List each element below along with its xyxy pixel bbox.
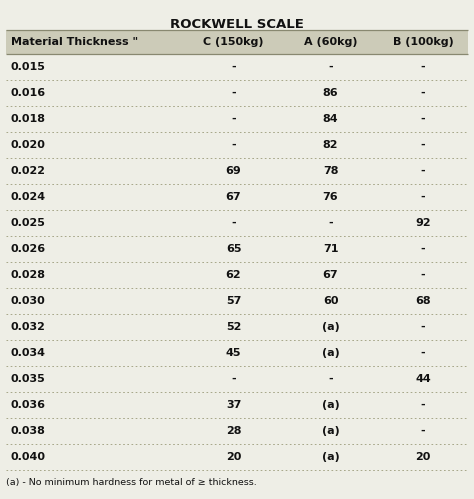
Text: 0.018: 0.018	[11, 114, 46, 124]
Bar	[6, 80, 468, 106]
Text: -: -	[328, 374, 333, 384]
Text: 0.038: 0.038	[11, 426, 46, 436]
Text: (a): (a)	[322, 348, 339, 358]
Text: -: -	[420, 166, 425, 176]
Text: 67: 67	[323, 270, 338, 280]
Bar	[6, 132, 468, 158]
Text: -: -	[420, 114, 425, 124]
Bar	[6, 444, 468, 470]
Text: -: -	[231, 374, 236, 384]
Bar	[6, 366, 468, 392]
Text: -: -	[420, 400, 425, 410]
Text: 0.036: 0.036	[11, 400, 46, 410]
Text: (a): (a)	[322, 322, 339, 332]
Text: 84: 84	[323, 114, 338, 124]
Text: 62: 62	[226, 270, 241, 280]
Bar	[6, 314, 468, 340]
Text: -: -	[420, 426, 425, 436]
Bar	[6, 288, 468, 314]
Text: (a): (a)	[322, 400, 339, 410]
Text: 0.016: 0.016	[11, 88, 46, 98]
Text: 65: 65	[226, 244, 241, 254]
Text: 0.035: 0.035	[11, 374, 46, 384]
Text: 0.032: 0.032	[11, 322, 46, 332]
Text: -: -	[231, 114, 236, 124]
Text: (a) - No minimum hardness for metal of ≥ thickness.: (a) - No minimum hardness for metal of ≥…	[6, 478, 257, 487]
Text: 44: 44	[415, 374, 431, 384]
Text: 71: 71	[323, 244, 338, 254]
Bar	[6, 262, 468, 288]
Text: -: -	[420, 62, 425, 72]
Text: 69: 69	[226, 166, 241, 176]
Text: 45: 45	[226, 348, 241, 358]
Text: 60: 60	[323, 296, 338, 306]
Text: 0.040: 0.040	[11, 452, 46, 462]
Text: 0.020: 0.020	[11, 140, 46, 150]
Text: Material Thickness ": Material Thickness "	[11, 37, 138, 47]
Text: 0.030: 0.030	[11, 296, 46, 306]
Text: 0.028: 0.028	[11, 270, 46, 280]
Bar	[6, 340, 468, 366]
Bar	[6, 392, 468, 418]
Text: -: -	[420, 322, 425, 332]
Text: A (60kg): A (60kg)	[304, 37, 357, 47]
Text: -: -	[231, 140, 236, 150]
Text: -: -	[420, 192, 425, 202]
Text: -: -	[328, 218, 333, 228]
Bar	[6, 236, 468, 262]
Text: 52: 52	[226, 322, 241, 332]
Text: 92: 92	[415, 218, 431, 228]
Bar	[6, 54, 468, 80]
Text: C (150kg): C (150kg)	[203, 37, 264, 47]
Bar	[6, 210, 468, 236]
Text: 20: 20	[415, 452, 431, 462]
Text: -: -	[328, 62, 333, 72]
Text: (a): (a)	[322, 426, 339, 436]
Bar	[6, 30, 468, 54]
Text: -: -	[231, 218, 236, 228]
Text: 67: 67	[226, 192, 241, 202]
Text: 86: 86	[323, 88, 338, 98]
Text: -: -	[420, 88, 425, 98]
Text: 82: 82	[323, 140, 338, 150]
Bar	[6, 158, 468, 184]
Text: B (100kg): B (100kg)	[392, 37, 453, 47]
Text: 28: 28	[226, 426, 241, 436]
Text: (a): (a)	[322, 452, 339, 462]
Text: -: -	[231, 62, 236, 72]
Text: -: -	[420, 348, 425, 358]
Text: 0.015: 0.015	[11, 62, 46, 72]
Text: 20: 20	[226, 452, 241, 462]
Text: -: -	[420, 270, 425, 280]
Text: 68: 68	[415, 296, 431, 306]
Text: 0.022: 0.022	[11, 166, 46, 176]
Text: -: -	[420, 244, 425, 254]
Text: -: -	[231, 88, 236, 98]
Bar	[6, 418, 468, 444]
Text: 57: 57	[226, 296, 241, 306]
Text: 0.034: 0.034	[11, 348, 46, 358]
Text: 37: 37	[226, 400, 241, 410]
Text: 0.025: 0.025	[11, 218, 46, 228]
Bar	[6, 106, 468, 132]
Bar	[6, 184, 468, 210]
Text: 0.026: 0.026	[11, 244, 46, 254]
Text: -: -	[420, 140, 425, 150]
Text: 78: 78	[323, 166, 338, 176]
Text: 76: 76	[323, 192, 338, 202]
Text: ROCKWELL SCALE: ROCKWELL SCALE	[170, 18, 304, 31]
Text: 0.024: 0.024	[11, 192, 46, 202]
